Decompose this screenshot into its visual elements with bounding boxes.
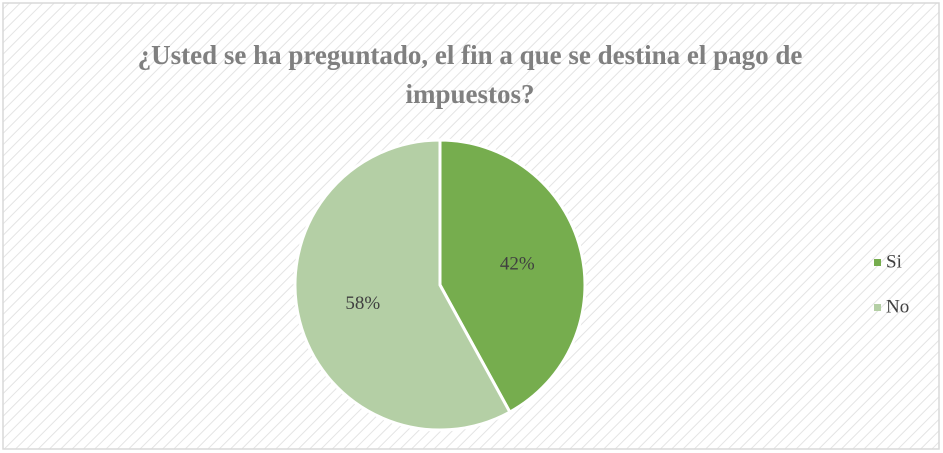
- chart-title: ¿Usted se ha preguntado, el fin a que se…: [137, 40, 803, 109]
- data-label: 42%: [500, 254, 535, 275]
- pie-slice: [438, 138, 587, 415]
- legend-swatch: [874, 259, 881, 266]
- pie-slice: [293, 138, 512, 432]
- legend-label: No: [886, 296, 909, 317]
- legend-swatch: [874, 304, 881, 311]
- data-label: 58%: [345, 293, 380, 314]
- legend-label: Si: [886, 251, 902, 272]
